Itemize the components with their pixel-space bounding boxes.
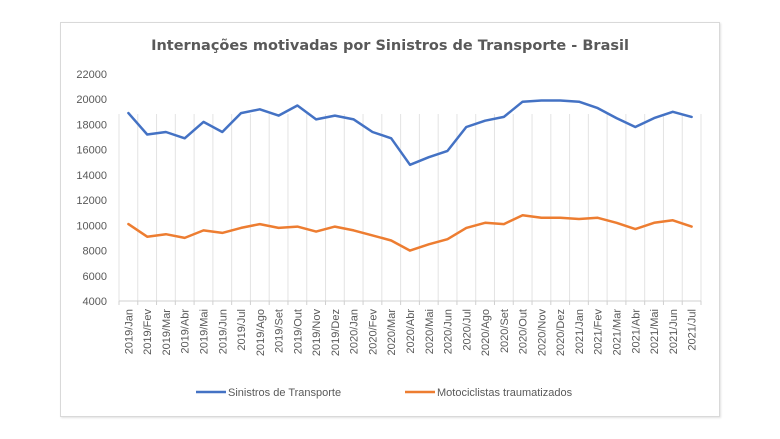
y-tick-label: 10000	[76, 220, 107, 232]
chart-title: Internações motivadas por Sinistros de T…	[151, 38, 629, 54]
x-tick-label: 2021/Jan	[574, 309, 586, 354]
series-line-motociclistas	[127, 213, 693, 252]
x-tick-label: 2021/Fev	[593, 309, 605, 355]
y-tick-label: 8000	[83, 246, 107, 258]
x-tick-label: 2020/Mai	[424, 309, 436, 354]
x-tick-label: 2020/Jul	[461, 309, 473, 351]
x-tick-label: 2020/Fev	[367, 309, 379, 355]
y-tick-label: 18000	[76, 119, 107, 131]
x-tick-label: 2019/Jun	[217, 309, 229, 354]
x-tick-label: 2019/Set	[274, 309, 286, 353]
y-tick-label: 16000	[76, 145, 107, 157]
legend-label: Motociclistas traumatizados	[437, 387, 573, 399]
x-tick-label: 2021/Abr	[630, 309, 642, 354]
y-tick-label: 6000	[83, 271, 107, 283]
x-tick-label: 2020/Jan	[349, 309, 361, 354]
series-group	[127, 99, 693, 252]
x-tick-label: 2019/Ago	[255, 309, 267, 356]
x-tick-label: 2019/Mai	[198, 309, 210, 354]
x-tick-label: 2021/Jul	[687, 309, 699, 351]
gridlines	[118, 114, 702, 305]
x-tick-label: 2019/Fev	[142, 309, 154, 355]
y-tick-label: 14000	[76, 170, 107, 182]
x-tick-label: 2019/Jan	[123, 309, 135, 354]
x-tick-label: 2020/Mar	[386, 309, 398, 356]
y-axis: 4000 6000 8000 10000 12000 14000 16000 18000 200…	[76, 69, 107, 308]
x-tick-label: 2020/Nov	[536, 309, 548, 357]
y-tick-label: 4000	[83, 296, 107, 308]
legend: Sinistros de Transporte Motociclistas tra…	[196, 387, 573, 399]
x-tick-label: 2020/Ago	[480, 309, 492, 356]
x-tick-label: 2020/Out	[518, 309, 530, 354]
y-tick-label: 12000	[76, 195, 107, 207]
x-axis: 2019/Jan 2019/Fev 2019/Mar 2019/Abr 2019/Mai…	[123, 309, 698, 357]
x-tick-label: 2019/Jul	[236, 309, 248, 351]
y-tick-label: 20000	[76, 94, 107, 106]
chart-frame	[60, 22, 720, 417]
legend-label: Sinistros de Transporte	[228, 387, 341, 399]
x-tick-label: 2019/Dez	[330, 309, 342, 356]
x-tick-label: 2020/Jun	[443, 309, 455, 354]
x-tick-label: 2021/Mai	[649, 309, 661, 354]
x-tick-label: 2020/Abr	[405, 309, 417, 354]
x-tick-label: 2019/Out	[292, 309, 304, 354]
x-tick-label: 2019/Nov	[311, 309, 323, 357]
x-tick-label: 2021/Mar	[612, 309, 624, 356]
y-tick-label: 22000	[76, 69, 107, 81]
x-tick-label: 2020/Dez	[555, 309, 567, 356]
x-tick-label: 2021/Jun	[668, 309, 680, 354]
x-tick-label: 2020/Set	[499, 309, 511, 353]
x-tick-label: 2019/Mar	[161, 309, 173, 356]
x-tick-label: 2019/Abr	[180, 309, 192, 354]
